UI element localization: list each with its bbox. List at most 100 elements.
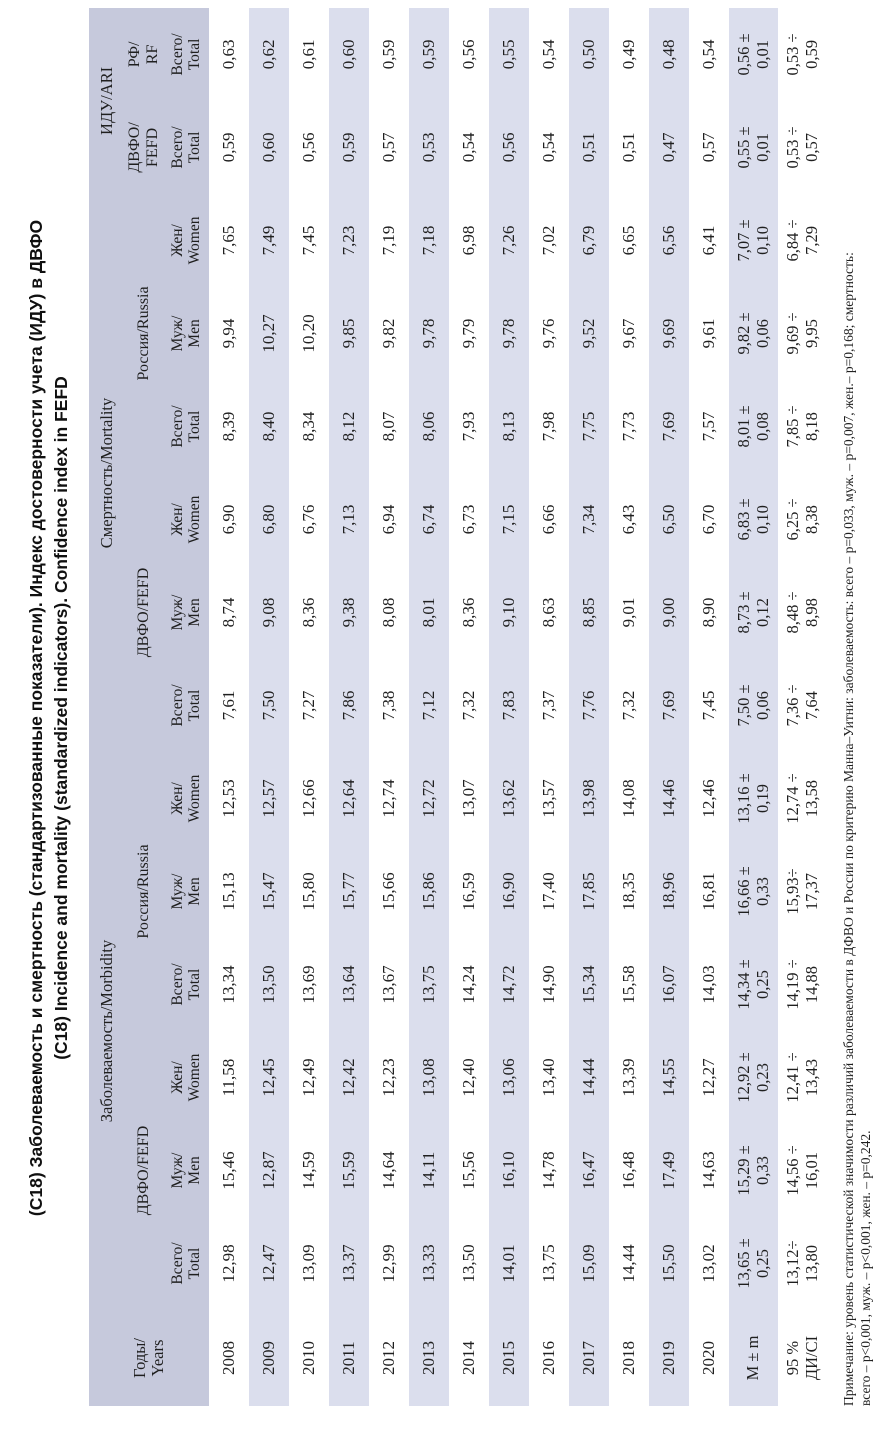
year-cell: 2018 [619,1341,639,1375]
value-cell: 6,41 [699,225,719,256]
value-cell: 7,85 ÷ 8,18 [782,405,821,448]
value-cell: 15,93÷ 17,37 [782,868,821,915]
value-cell: 14,03 [699,965,719,1004]
value-cell: 8,90 [699,597,719,628]
value-cell: 15,47 [249,845,289,938]
value-cell: 14,63 [699,1151,719,1190]
value-cell: 13,65 ±0,25 [729,1217,778,1310]
value-cell: 8,36 [459,597,479,628]
value-cell: 12,72 [409,752,449,845]
value-cell: 16,66 ±0,33 [729,845,778,938]
value-cell: 9,69 ÷ 9,95 [782,312,821,355]
value-cell: 11,58 [219,1058,239,1097]
value-cell: 0,50 [569,7,609,101]
value-cell: 0,53 ÷ 0,57 [782,126,821,169]
year-cell: 2013 [409,1310,449,1406]
table-row-2014: 2014 13,50 15,56 12,40 14,24 16,59 13,07 7,32 8,… [449,8,489,1406]
value-cell: 8,13 [489,380,529,473]
value-cell: 13,33 [409,1217,449,1310]
region-header-rf-ari: РФ/ RF [125,7,163,101]
year-cell: 2011 [329,1310,369,1406]
value-cell: 13,12÷ 13,80 [782,1240,821,1287]
table-row-2017: 2017 15,09 16,47 14,44 15,34 17,85 13,98 7,76 8,… [569,7,609,1406]
table-row-mean: М ± m 13,65 ±0,25 15,29 ±0,33 12,92 ±0,23 14… [729,7,778,1406]
value-cell: 9,82 ±0,06 [729,287,778,380]
year-cell: 2010 [299,1341,319,1375]
value-cell: 8,34 [299,411,319,442]
value-cell: 14,34 ±0,25 [729,938,778,1031]
value-cell: 15,56 [459,1151,479,1190]
value-cell: 0,59 [409,7,449,101]
value-cell: 6,80 [249,473,289,566]
value-cell: 7,50 [249,659,289,752]
value-cell: 7,83 [489,659,529,752]
value-cell: 17,40 [539,872,559,911]
value-cell: 16,48 [619,1151,639,1190]
value-cell: 0,63 [219,39,239,70]
table-row-ci-label: 95 % ДИ/CI [782,1335,821,1381]
value-cell: 0,61 [299,39,319,70]
value-cell: 15,50 [649,1217,689,1310]
value-cell: 8,74 [219,597,239,628]
value-cell: 9,08 [249,566,289,659]
value-cell: 14,24 [459,965,479,1004]
value-cell: 6,84 ÷ 7,29 [782,219,821,262]
value-cell: 9,38 [329,566,369,659]
table-row-2012: 2012 12,99 14,64 12,23 13,67 15,66 12,74 7,38 8,… [369,8,409,1406]
value-cell: 8,48 ÷ 8,98 [782,591,821,634]
value-cell: 15,80 [299,872,319,911]
value-cell: 12,99 [379,1244,399,1283]
value-cell: 14,55 [649,1031,689,1124]
sub-header-women-5: Жен/Women [163,752,209,845]
value-cell: 7,49 [249,193,289,287]
footnote-line-2: всего – р<0,001, муж. – р<0,001, жен. – … [858,1130,873,1406]
value-cell: 0,59 [329,100,369,194]
value-cell: 14,64 [379,1151,399,1190]
region-header-fefd-morbidity: ДВФО/FEFD [125,1031,163,1310]
value-cell: 8,63 [539,597,559,628]
sub-header-total-0: Всего/Total [163,1217,209,1310]
value-cell: 10,27 [249,287,289,380]
value-cell: 7,69 [649,380,689,473]
value-cell: 16,90 [489,845,529,938]
year-cell: 2017 [569,1310,609,1406]
value-cell: 14,11 [409,1124,449,1217]
value-cell: 16,07 [649,938,689,1031]
value-cell: 8,40 [249,380,289,473]
value-cell: 9,78 [489,287,529,380]
value-cell: 12,64 [329,752,369,845]
value-cell: 8,73 ±0,12 [729,566,778,659]
value-cell: 9,01 [619,597,639,628]
value-cell: 7,69 [649,659,689,752]
footnote: Примечание: уровень статистической значи… [840,0,874,1406]
years-header-en: Years [148,1339,167,1377]
value-cell: 0,49 [619,39,639,70]
value-cell: 15,34 [569,938,609,1031]
value-cell: 9,85 [329,287,369,380]
value-cell: 0,60 [249,100,289,194]
value-cell: 7,34 [569,473,609,566]
value-cell: 6,73 [459,504,479,535]
value-cell: 15,58 [619,965,639,1004]
value-cell: 8,36 [299,597,319,628]
value-cell: 7,38 [379,690,399,721]
value-cell: 12,87 [249,1124,289,1217]
value-cell: 16,81 [699,872,719,911]
value-cell: 12,45 [249,1031,289,1124]
title-line-english: (C18) Incidence and mortality (standardi… [51,376,71,1060]
value-cell: 0,62 [249,7,289,101]
table-row-2018: 2018 14,44 16,48 13,39 15,58 18,35 14,08 7,32 9,… [609,8,649,1406]
value-cell: 18,35 [619,872,639,911]
value-cell: 0,53 ÷ 0,59 [782,33,821,76]
value-cell: 15,59 [329,1124,369,1217]
value-cell: 13,67 [379,965,399,1004]
sub-header-total-13: Всего/Total [163,7,209,101]
value-cell: 15,77 [329,845,369,938]
value-cell: 7,32 [459,690,479,721]
value-cell: 0,56 [459,39,479,70]
year-cell: 2015 [489,1310,529,1406]
value-cell: 7,37 [539,690,559,721]
value-cell: 0,57 [699,132,719,163]
table-row-2010: 2010 13,09 14,59 12,49 13,69 15,80 12,66 7,27 8,… [289,8,329,1406]
value-cell: 0,56 [489,100,529,194]
